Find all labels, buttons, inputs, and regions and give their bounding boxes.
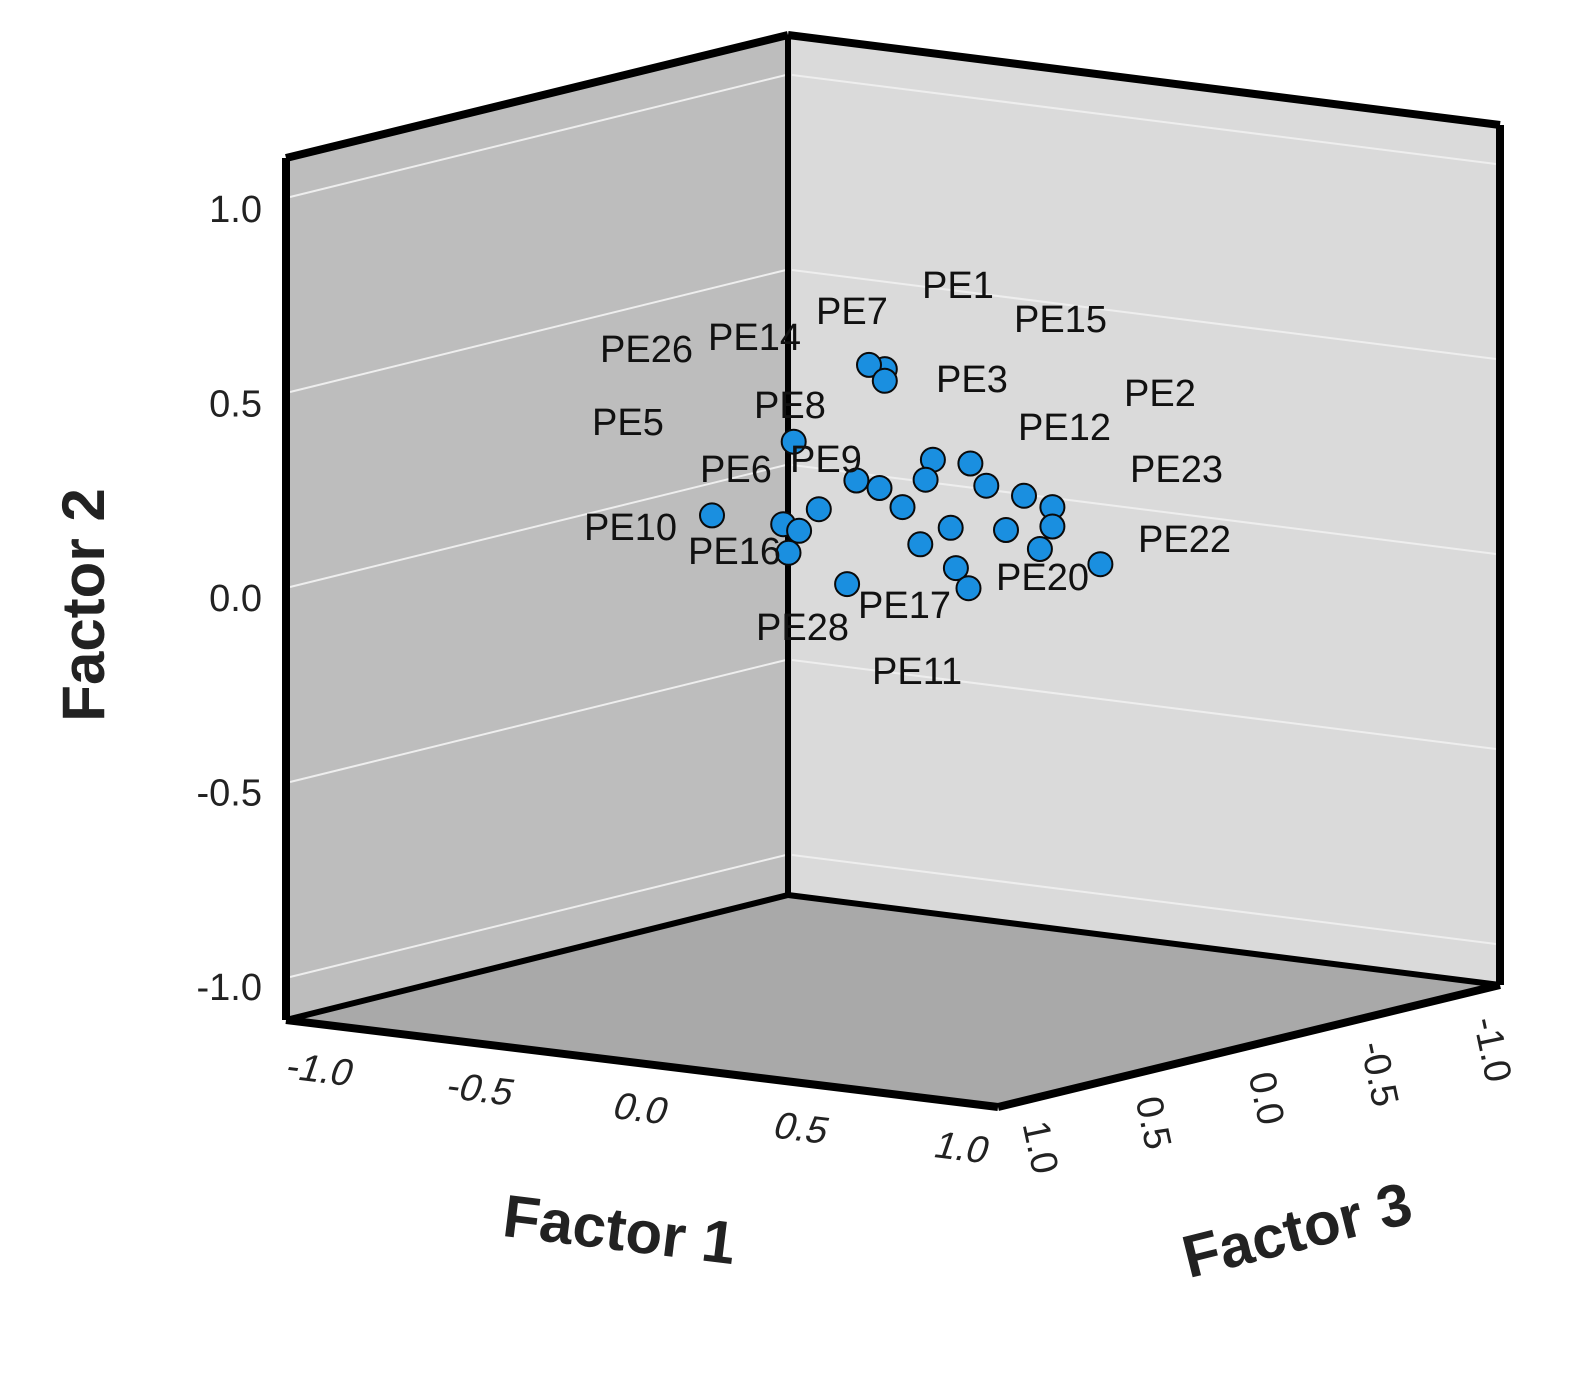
grid-line — [791, 269, 1497, 360]
grid-line — [289, 269, 787, 393]
point-label: PE15 — [1014, 299, 1107, 341]
data-point — [699, 502, 725, 529]
grid-line — [289, 659, 787, 783]
data-point — [942, 555, 969, 582]
data-point — [957, 450, 984, 477]
point-label: PE1 — [922, 265, 994, 307]
data-point — [973, 472, 1000, 499]
data-point — [1039, 513, 1066, 540]
grid-line — [791, 854, 1497, 945]
x-tick-label: -0.5 — [441, 1065, 520, 1114]
data-point — [834, 571, 861, 598]
data-point — [912, 466, 939, 493]
data-point — [955, 575, 982, 602]
data-point — [856, 351, 882, 378]
point-label: PE6 — [700, 449, 772, 491]
frame-edge — [997, 981, 1501, 1111]
grid-line — [791, 74, 1497, 165]
y-tick-label: 1.0 — [209, 189, 262, 231]
x-tick-label: -1.0 — [281, 1046, 360, 1095]
data-point — [786, 517, 813, 544]
x-tick-label: 0.0 — [608, 1085, 675, 1133]
point-label: PE10 — [584, 507, 677, 549]
point-label: PE23 — [1130, 449, 1223, 491]
data-point — [1087, 551, 1114, 578]
point-label: PE28 — [756, 607, 849, 649]
point-label: PE2 — [1124, 373, 1196, 415]
point-label: PE11 — [872, 651, 962, 693]
y-tick-label: 0.0 — [209, 578, 262, 620]
point-label: PE8 — [754, 385, 826, 427]
grid-line — [289, 854, 787, 978]
frame-edge — [285, 892, 789, 1023]
x-tick-label: 1.0 — [929, 1124, 996, 1172]
point-labels: PE1 PE15 PE7 PE14 PE26 PE3 PE2 PE8 PE5 PE12 PE9 PE6… — [584, 265, 1231, 693]
data-point — [937, 514, 964, 541]
y-axis-title: Factor 2 — [50, 488, 117, 721]
frame-edge — [787, 31, 1501, 129]
data-point — [907, 531, 934, 558]
data-point — [805, 496, 832, 523]
frame-edge — [787, 892, 1501, 988]
data-point — [1026, 536, 1053, 562]
point-label: PE22 — [1138, 519, 1231, 561]
frame-edge — [285, 31, 789, 162]
y-tick-label: 0.5 — [209, 384, 262, 426]
point-label: PE17 — [858, 585, 951, 627]
z-axis-title: Factor 3 — [1176, 1169, 1419, 1290]
point-label: PE14 — [708, 317, 801, 359]
data-point — [889, 494, 916, 521]
data-point — [866, 475, 893, 501]
grid-line — [791, 464, 1497, 555]
point-label: PE7 — [816, 291, 888, 333]
grid-line — [791, 659, 1497, 750]
point-label: PE20 — [996, 557, 1089, 599]
point-label: PE5 — [592, 402, 664, 444]
point-label: PE26 — [600, 329, 693, 371]
y-tick-label: -0.5 — [197, 773, 262, 815]
z-tick-label: 0.5 — [1127, 1093, 1179, 1153]
x-tick-label: 0.5 — [768, 1105, 835, 1153]
data-points — [699, 351, 1114, 602]
grid-line — [289, 74, 787, 198]
grid-line — [289, 464, 787, 588]
data-point — [775, 539, 802, 566]
z-tick-label: 0.0 — [1240, 1068, 1292, 1128]
data-point — [993, 517, 1019, 543]
frame-edge — [285, 1016, 999, 1111]
left-wall — [286, 35, 788, 1020]
z-tick-label: -0.5 — [1351, 1038, 1406, 1111]
data-point — [871, 367, 898, 394]
point-label: PE16 — [688, 531, 781, 573]
y-tick-label: -1.0 — [197, 967, 262, 1009]
z-tick-label: -1.0 — [1464, 1013, 1519, 1086]
data-point — [1011, 482, 1037, 509]
x-axis-title: Factor 1 — [500, 1182, 740, 1277]
point-label: PE12 — [1018, 407, 1111, 449]
grid-lines — [289, 74, 1497, 978]
point-label: PE3 — [936, 359, 1008, 401]
point-label: PE9 — [790, 439, 862, 481]
data-point — [780, 428, 807, 455]
z-tick-label: 1.0 — [1014, 1117, 1066, 1177]
data-point — [843, 467, 870, 494]
